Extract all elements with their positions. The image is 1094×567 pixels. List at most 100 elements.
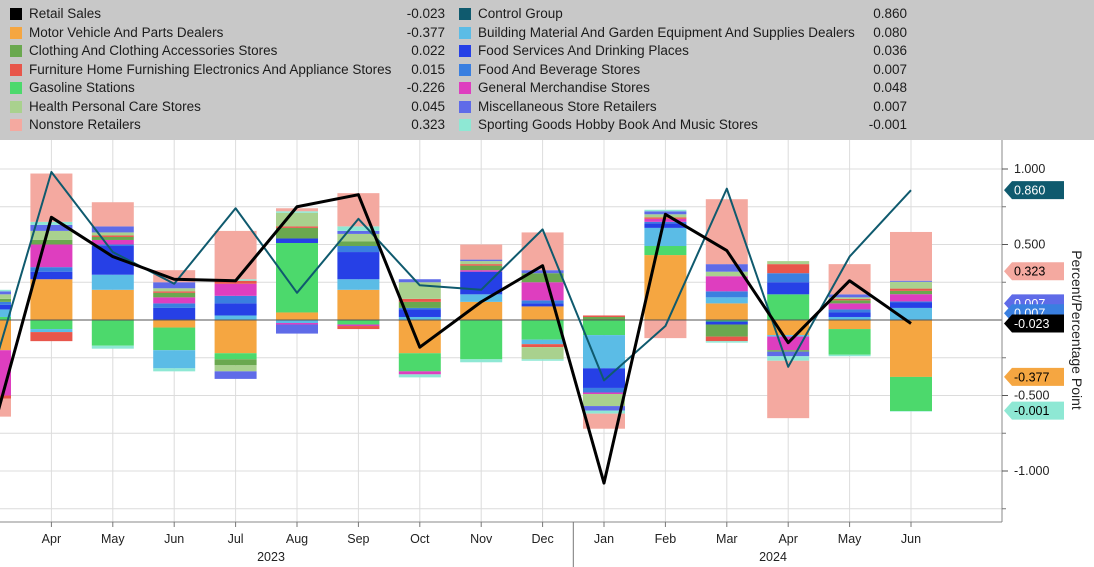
bar-segment <box>398 316 441 320</box>
legend-swatch <box>459 26 471 39</box>
bar-segment <box>583 387 625 393</box>
value-tag-bg <box>1004 181 1064 200</box>
bar-segment <box>644 320 687 339</box>
bar-segment <box>91 289 134 320</box>
bar-segment <box>0 316 11 320</box>
bar-segment <box>91 274 134 290</box>
bar-segment <box>0 301 11 305</box>
bar-segment <box>705 297 748 304</box>
bar-segment <box>583 315 625 317</box>
bar-segment <box>337 320 380 325</box>
bar-segment <box>398 374 441 378</box>
bar-segment <box>828 354 871 357</box>
bar-segment <box>337 230 380 234</box>
y-tick-label: 1.000 <box>1014 162 1045 176</box>
legend-swatch <box>10 63 22 76</box>
legend-label: General Merchandise Stores <box>478 80 650 95</box>
value-tag: 0.323 <box>1004 262 1064 281</box>
bar-segment <box>705 321 748 325</box>
bar-segment <box>337 246 380 253</box>
bar-segment <box>521 339 564 345</box>
bar-segment <box>153 288 196 292</box>
legend-value: 0.015 <box>411 61 445 77</box>
legend-swatch <box>459 119 471 131</box>
bar-segment <box>890 288 932 291</box>
legend-swatch <box>10 45 22 57</box>
legend-item: Furniture Home Furnishing Electronics An… <box>10 61 445 79</box>
legend-label: Sporting Goods Hobby Book And Music Stor… <box>478 117 758 132</box>
bar-segment <box>521 306 564 320</box>
bar-segment <box>767 264 810 274</box>
bar-segment <box>214 365 257 372</box>
bar-segment <box>705 303 748 320</box>
legend-item: Retail Sales -0.023 <box>10 5 445 23</box>
x-tick-label: May <box>838 532 862 546</box>
bar-segment <box>644 223 687 228</box>
value-tag-bg <box>1004 262 1064 281</box>
bar-segment <box>337 326 380 330</box>
bar-segment <box>91 235 134 237</box>
year-label: 2023 <box>257 550 285 564</box>
legend-value: 0.323 <box>411 117 445 132</box>
bar-segment <box>767 360 810 419</box>
bar-segment <box>767 356 810 361</box>
bar-segment <box>0 309 11 317</box>
legend-label: Nonstore Retailers <box>29 117 141 132</box>
bar-segment <box>521 300 564 304</box>
value-tag-bg <box>1004 367 1064 386</box>
legend-label: Miscellaneous Store Retailers <box>478 98 657 114</box>
legend-item: Building Material And Garden Equipment A… <box>459 24 907 42</box>
legend-value: -0.377 <box>406 24 445 40</box>
bar-segment <box>398 309 441 317</box>
y-tick-label: 0.500 <box>1014 238 1045 252</box>
bar-segment <box>91 236 134 240</box>
legend-label: Health Personal Care Stores <box>29 98 201 114</box>
bar-segment <box>828 297 871 299</box>
bar-segment <box>0 398 11 417</box>
bar-segment <box>398 298 441 302</box>
legend-swatch <box>459 100 471 113</box>
bar-segment <box>521 303 564 307</box>
bar-segment <box>337 252 380 280</box>
x-tick-label: Mar <box>716 532 738 546</box>
bar-segment <box>460 270 503 272</box>
bar-segment <box>30 230 73 240</box>
legend-label: Food Services And Drinking Places <box>478 43 689 58</box>
value-tag: -0.001 <box>1004 401 1064 420</box>
bar-segment <box>828 300 871 304</box>
bar-segment <box>890 280 932 282</box>
year-label: 2024 <box>759 550 787 564</box>
bar-segment <box>30 320 73 330</box>
legend-label: Clothing And Clothing Accessories Stores <box>29 43 278 58</box>
legend-value: 0.007 <box>873 98 907 114</box>
bar-segment <box>337 324 380 327</box>
x-tick-label: Oct <box>410 532 430 546</box>
legend-value: -0.226 <box>406 80 445 95</box>
bar-segment <box>521 282 564 301</box>
bar-segment <box>644 227 687 247</box>
bar-segment <box>153 303 196 308</box>
x-tick-label: Jul <box>228 532 244 546</box>
legend: Retail Sales -0.023 Motor Vehicle And Part… <box>0 0 1094 140</box>
bar-segment <box>214 230 257 280</box>
bar-segment <box>30 221 73 225</box>
bar-segment <box>828 309 871 313</box>
x-tick-label: Sep <box>347 532 369 546</box>
bar-segment <box>398 307 441 310</box>
bar-segment <box>460 301 503 320</box>
bar-segment <box>214 283 257 296</box>
bar-segment <box>460 244 503 260</box>
bar-segment <box>91 345 134 349</box>
legend-label: Control Group <box>478 6 563 21</box>
bar-segment <box>153 292 196 298</box>
bar-segment <box>583 393 625 407</box>
bar-segment <box>153 291 196 293</box>
legend-swatch <box>459 45 471 57</box>
legend-item: Motor Vehicle And Parts Dealers -0.377 <box>10 24 445 42</box>
legend-label: Building Material And Garden Equipment A… <box>478 24 855 40</box>
bar-segment <box>30 244 73 268</box>
bar-segment <box>398 279 441 283</box>
legend-swatch <box>10 100 22 113</box>
legend-item: Nonstore Retailers 0.323 <box>10 116 445 134</box>
